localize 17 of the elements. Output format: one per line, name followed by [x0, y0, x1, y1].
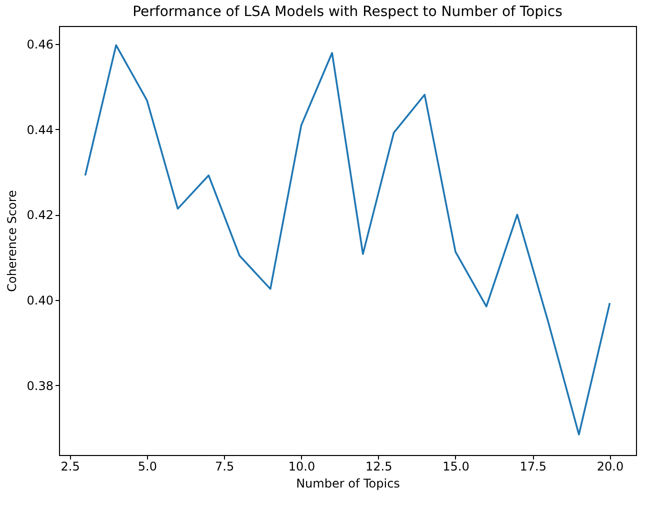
x-tick-label: 2.5	[60, 460, 80, 474]
y-axis-title: Coherence Score	[4, 190, 19, 292]
y-tick-label: 0.46	[26, 37, 54, 52]
x-tick-label: 20.0	[596, 460, 624, 474]
y-tick-label: 0.42	[26, 208, 54, 222]
x-tick-label: 5.0	[138, 460, 157, 474]
y-tick-label: 0.44	[26, 122, 54, 137]
chart-title: Performance of LSA Models with Respect to Number of Topics	[132, 4, 562, 20]
x-tick-label: 10.0	[288, 460, 316, 474]
x-tick-label: 12.5	[365, 460, 392, 474]
x-tick-label: 17.5	[520, 460, 546, 474]
y-tick-label: 0.38	[26, 378, 54, 393]
line-series	[84, 44, 611, 436]
x-axis-title: Number of Topics	[296, 476, 400, 490]
x-tick-label: 7.5	[215, 460, 234, 474]
x-tick-label: 15.0	[442, 460, 470, 474]
y-tick-label: 0.40	[26, 294, 54, 308]
